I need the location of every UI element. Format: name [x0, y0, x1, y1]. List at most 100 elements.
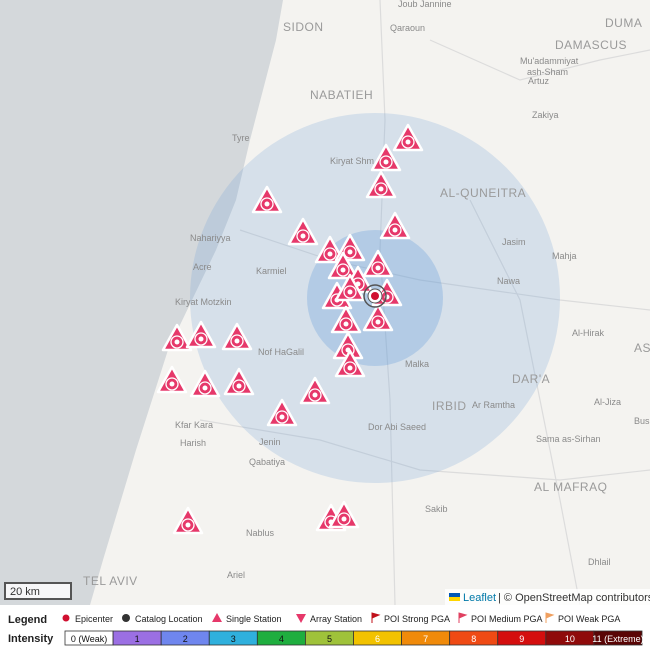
place-label: AL MAFRAQ — [534, 480, 607, 494]
station-marker[interactable] — [299, 376, 331, 405]
place-label: DUMA — [605, 16, 642, 30]
station-dot — [236, 383, 242, 389]
legend-icon — [212, 613, 222, 622]
station-ring — [343, 361, 357, 375]
station-triangle — [161, 323, 193, 352]
intensity-label: 8 — [471, 634, 476, 644]
station-dot — [327, 251, 333, 257]
station-triangle — [392, 123, 424, 152]
station-dot — [174, 339, 180, 345]
station-marker[interactable] — [223, 367, 255, 396]
station-marker[interactable] — [327, 251, 359, 280]
place-label: Al-Hirak — [572, 328, 605, 338]
station-triangle — [185, 320, 217, 349]
place-label: Dor Abi Saeed — [368, 422, 426, 432]
intensity-label: 5 — [327, 634, 332, 644]
legend-item: Single Station — [226, 614, 282, 624]
station-ring — [170, 335, 184, 349]
station-dot — [202, 385, 208, 391]
attribution-bg — [445, 589, 650, 605]
station-dot — [340, 267, 346, 273]
station-dot — [185, 522, 191, 528]
place-label: Kiryat Motzkin — [175, 297, 232, 307]
station-marker[interactable] — [330, 305, 362, 334]
place-label: Bus — [634, 416, 650, 426]
station-triangle — [172, 506, 204, 535]
place-label: Harish — [180, 438, 206, 448]
station-dot — [312, 392, 318, 398]
station-triangle — [379, 211, 411, 240]
station-triangle — [221, 322, 253, 351]
station-ring — [275, 410, 289, 424]
legend-icon — [458, 612, 468, 623]
station-marker[interactable] — [189, 369, 221, 398]
station-triangle — [362, 249, 394, 278]
station-triangle — [156, 365, 188, 394]
station-marker[interactable] — [266, 398, 298, 427]
intensity-label: 4 — [279, 634, 284, 644]
place-label: AS — [634, 341, 650, 355]
station-ring — [181, 518, 195, 532]
place-label: Kfar Kara — [175, 420, 213, 430]
station-ring — [401, 135, 415, 149]
station-triangle — [334, 349, 366, 378]
legend-item: Epicenter — [75, 614, 113, 624]
station-marker[interactable] — [156, 365, 188, 394]
legend-icon — [296, 614, 306, 623]
station-triangle — [189, 369, 221, 398]
station-dot — [198, 336, 204, 342]
intensity-label: 9 — [519, 634, 524, 644]
legend-icon — [371, 612, 381, 623]
station-marker[interactable] — [172, 506, 204, 535]
station-dot — [234, 338, 240, 344]
station-triangle — [365, 170, 397, 199]
station-triangle — [223, 367, 255, 396]
place-label: Sakib — [425, 504, 448, 514]
place-label: Ar Ramtha — [472, 400, 515, 410]
place-label: Joub Jannine — [398, 0, 452, 9]
roads — [199, 0, 650, 605]
station-ring — [323, 247, 337, 261]
flag — [449, 597, 460, 601]
station-marker[interactable] — [221, 322, 253, 351]
place-label: DAMASCUS — [555, 38, 627, 52]
station-marker[interactable] — [362, 249, 394, 278]
legend-icon — [61, 613, 71, 623]
station-ring — [371, 261, 385, 275]
station-dot — [383, 159, 389, 165]
station-ring — [339, 317, 353, 331]
station-triangle — [266, 398, 298, 427]
station-dot — [392, 227, 398, 233]
place-label: Qabatiya — [249, 457, 285, 467]
place-label: Nahariyya — [190, 233, 231, 243]
station-triangle — [330, 305, 362, 334]
station-marker[interactable] — [334, 273, 366, 302]
station-marker[interactable] — [379, 211, 411, 240]
station-marker[interactable] — [362, 303, 394, 332]
station-dot — [378, 186, 384, 192]
flag — [449, 593, 460, 597]
place-label: DAR'A — [512, 372, 550, 386]
place-label: AL-QUNEITRA — [440, 186, 526, 200]
station-marker[interactable] — [251, 185, 283, 214]
station-marker[interactable] — [185, 320, 217, 349]
place-label: Kiryat Shm — [330, 156, 374, 166]
intensity-label: 3 — [231, 634, 236, 644]
attribution-link[interactable]: Leaflet — [463, 592, 496, 604]
sea — [0, 0, 283, 605]
station-marker[interactable] — [392, 123, 424, 152]
legend-icon — [545, 612, 555, 623]
legend-item: POI Weak PGA — [558, 614, 620, 624]
station-marker[interactable] — [161, 323, 193, 352]
station-marker[interactable] — [334, 349, 366, 378]
station-marker[interactable] — [287, 217, 319, 246]
station-marker[interactable] — [328, 500, 360, 529]
epicenter — [363, 284, 387, 308]
station-marker[interactable] — [365, 170, 397, 199]
station-marker[interactable] — [370, 143, 402, 172]
scale-bar — [4, 582, 72, 600]
place-label: Ariel — [227, 570, 245, 580]
legend-item: Array Station — [310, 614, 362, 624]
place-label: Al-Jiza — [594, 397, 621, 407]
